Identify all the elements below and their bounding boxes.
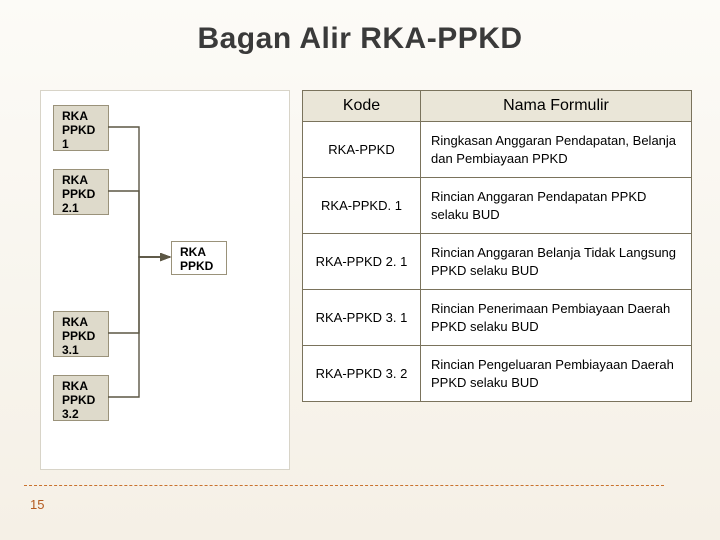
- cell-nama: Rincian Anggaran Pendapatan PPKD selaku …: [421, 178, 692, 234]
- slide: Bagan Alir RKA-PPKD RKA PPKD 1 RKA PPKD 2…: [0, 0, 720, 540]
- cell-kode: RKA-PPKD 3. 2: [303, 346, 421, 402]
- cell-kode: RKA-PPKD. 1: [303, 178, 421, 234]
- table-row: RKA-PPKD 3. 1Rincian Penerimaan Pembiaya…: [303, 290, 692, 346]
- flow-box-b32: RKA PPKD 3.2: [53, 375, 109, 421]
- cell-nama: Rincian Anggaran Belanja Tidak Langsung …: [421, 234, 692, 290]
- cell-kode: RKA-PPKD 3. 1: [303, 290, 421, 346]
- flow-box-b21: RKA PPKD 2.1: [53, 169, 109, 215]
- cell-kode: RKA-PPKD: [303, 122, 421, 178]
- cell-nama: Rincian Penerimaan Pembiayaan Daerah PPK…: [421, 290, 692, 346]
- cell-kode: RKA-PPKD 2. 1: [303, 234, 421, 290]
- table-row: RKA-PPKD 2. 1Rincian Anggaran Belanja Ti…: [303, 234, 692, 290]
- table-row: RKA-PPKD 3. 2Rincian Pengeluaran Pembiay…: [303, 346, 692, 402]
- col-nama: Nama Formulir: [421, 91, 692, 122]
- slide-title: Bagan Alir RKA-PPKD: [0, 22, 720, 56]
- cell-nama: Ringkasan Anggaran Pendapatan, Belanja d…: [421, 122, 692, 178]
- col-kode: Kode: [303, 91, 421, 122]
- table-row: RKA-PPKD. 1Rincian Anggaran Pendapatan P…: [303, 178, 692, 234]
- flow-box-bsum: RKA PPKD: [171, 241, 227, 275]
- form-table: Kode Nama Formulir RKA-PPKDRingkasan Ang…: [302, 90, 692, 402]
- cell-nama: Rincian Pengeluaran Pembiayaan Daerah PP…: [421, 346, 692, 402]
- flow-diagram: RKA PPKD 1 RKA PPKD 2.1 RKA PPKD RKA PPKD 3…: [40, 90, 290, 470]
- flow-box-b1: RKA PPKD 1: [53, 105, 109, 151]
- page-number: 15: [30, 497, 44, 512]
- flow-box-b31: RKA PPKD 3.1: [53, 311, 109, 357]
- table-row: RKA-PPKDRingkasan Anggaran Pendapatan, B…: [303, 122, 692, 178]
